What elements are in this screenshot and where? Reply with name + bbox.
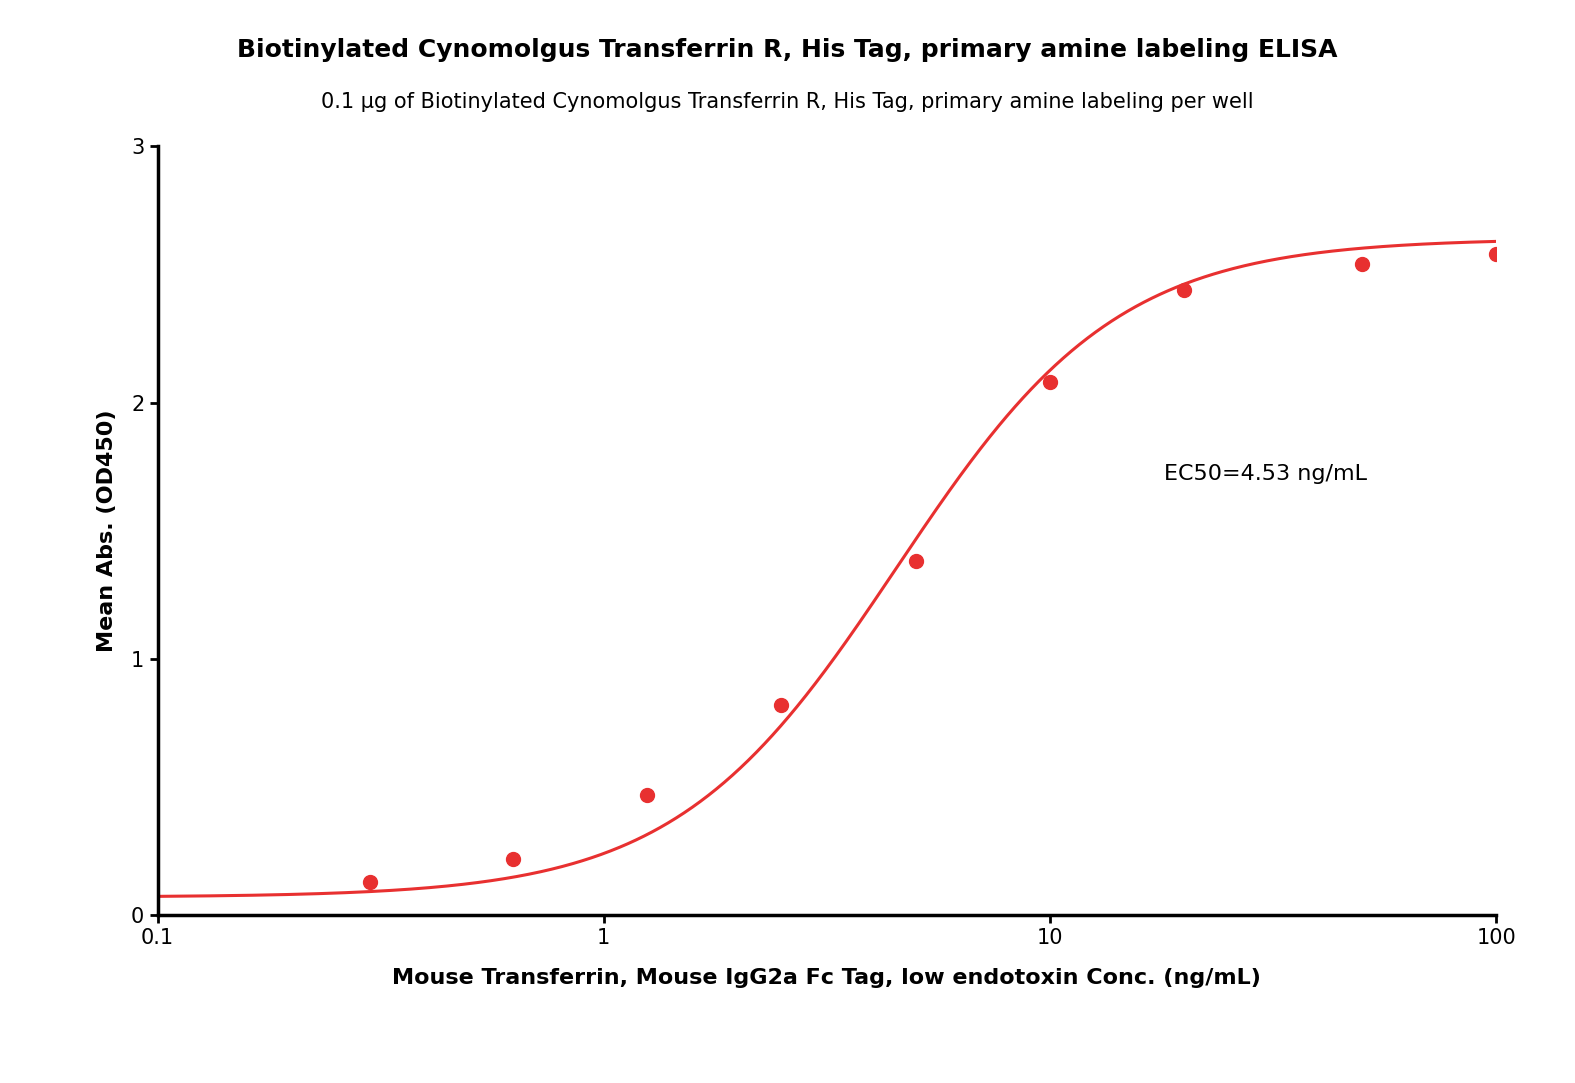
Point xyxy=(1172,282,1197,299)
Text: Biotinylated Cynomolgus Transferrin R, His Tag, primary amine labeling ELISA: Biotinylated Cynomolgus Transferrin R, H… xyxy=(238,38,1337,62)
Text: EC50=4.53 ng/mL: EC50=4.53 ng/mL xyxy=(1164,465,1367,484)
Text: 0.1 μg of Biotinylated Cynomolgus Transferrin R, His Tag, primary amine labeling: 0.1 μg of Biotinylated Cynomolgus Transf… xyxy=(321,92,1254,112)
Point xyxy=(499,850,524,867)
Point xyxy=(902,552,928,570)
Point xyxy=(635,786,660,804)
X-axis label: Mouse Transferrin, Mouse IgG2a Fc Tag, low endotoxin Conc. (ng/mL): Mouse Transferrin, Mouse IgG2a Fc Tag, l… xyxy=(392,968,1262,988)
Point xyxy=(358,873,383,890)
Point xyxy=(1038,374,1063,391)
Point xyxy=(1350,256,1375,273)
Point xyxy=(769,696,794,714)
Y-axis label: Mean Abs. (OD450): Mean Abs. (OD450) xyxy=(98,409,117,652)
Point xyxy=(1484,245,1509,262)
